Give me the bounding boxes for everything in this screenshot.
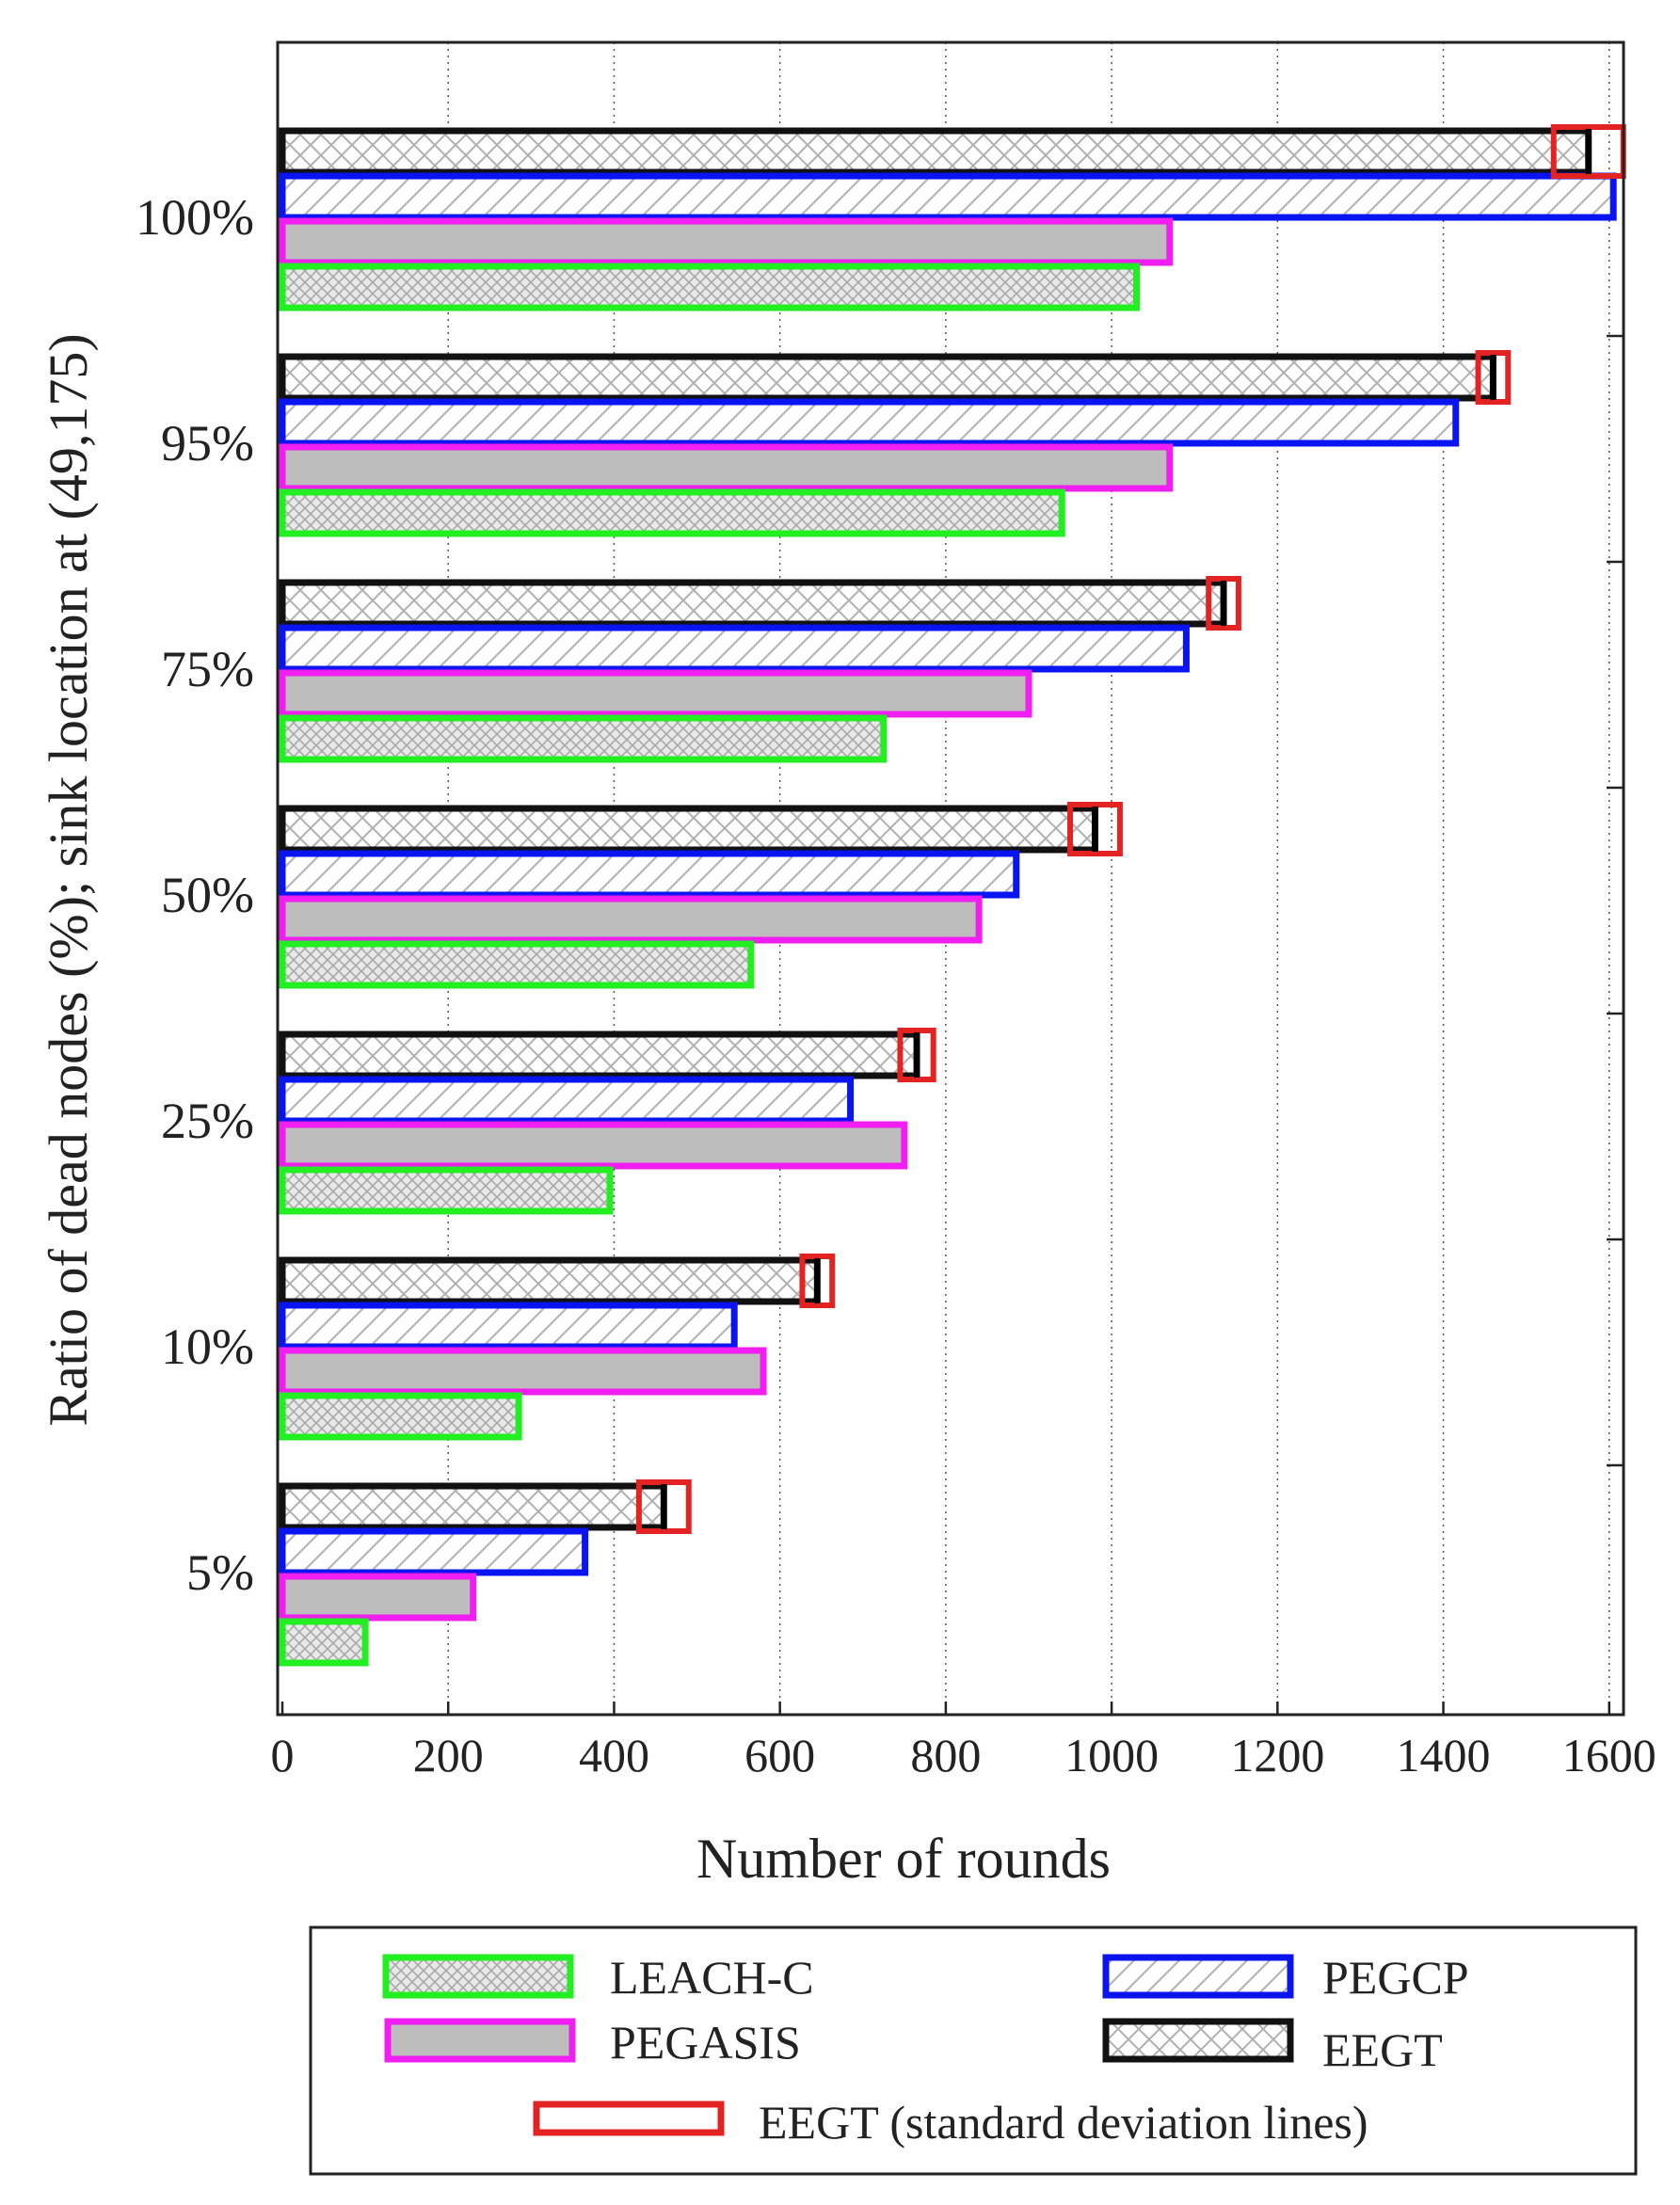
legend-swatch-pegcp <box>1102 1954 1294 1999</box>
x-tick-label: 200 <box>413 1729 484 1782</box>
x-tick-label: 0 <box>271 1729 295 1782</box>
x-tick-label: 800 <box>910 1729 981 1782</box>
bar-pegcp-25pct <box>279 1076 855 1125</box>
x-tick-label: 1200 <box>1230 1729 1324 1782</box>
bar-eegt-75pct <box>279 579 1227 628</box>
bar-pegasis-10pct <box>279 1347 767 1396</box>
bar-pegasis-95pct <box>279 443 1174 492</box>
x-tick-label: 400 <box>579 1729 649 1782</box>
legend-label: PEGASIS <box>610 2016 801 2069</box>
bar-eegt-10pct <box>279 1256 821 1305</box>
legend-swatch-eegt <box>1102 2018 1294 2063</box>
bars <box>279 127 1617 1667</box>
bar-pegasis-100pct <box>279 217 1174 266</box>
y-axis-label: Ratio of dead nodes (%); sink location a… <box>38 333 99 1426</box>
legend-swatch-std-dev <box>533 2101 725 2136</box>
bar-pegasis-50pct <box>279 895 983 944</box>
bar-pegasis-25pct <box>279 1121 908 1170</box>
bar-pegcp-75pct <box>279 624 1190 673</box>
bar-pegcp-100pct <box>279 172 1617 221</box>
bar-eegt-5pct <box>279 1482 667 1531</box>
bar-pegcp-5pct <box>279 1527 589 1576</box>
y-tick-label: 75% <box>161 641 254 697</box>
bar-leach-c-5pct <box>279 1618 369 1667</box>
error-bar-25pct <box>897 1028 936 1082</box>
error-bars <box>635 124 1626 1534</box>
y-tick-label: 50% <box>161 867 254 923</box>
error-bar-50pct <box>1067 802 1123 856</box>
error-bar-75pct <box>1206 576 1241 631</box>
error-bar-5pct <box>635 1479 692 1534</box>
bar-leach-c-25pct <box>279 1166 614 1215</box>
legend-label: EEGT <box>1322 2023 1443 2076</box>
x-tick-label: 600 <box>744 1729 815 1782</box>
y-tick-label: 100% <box>136 189 254 246</box>
bar-eegt-25pct <box>279 1031 920 1079</box>
y-axis: 100% 95% 75% 50% 25% 10% 5% <box>136 189 1624 1601</box>
bar-eegt-50pct <box>279 805 1098 854</box>
bar-eegt-100pct <box>279 127 1592 176</box>
x-axis: 020040060080010001200140016001800 <box>271 1702 1656 1782</box>
y-tick-label: 5% <box>186 1544 254 1601</box>
legend-label: EEGT (standard deviation lines) <box>759 2096 1368 2149</box>
bar-pegcp-10pct <box>279 1302 738 1350</box>
x-tick-label: 1400 <box>1397 1729 1491 1782</box>
y-tick-label: 10% <box>161 1318 254 1375</box>
error-bar-10pct <box>799 1254 836 1308</box>
x-axis-label: Number of rounds <box>696 1828 1111 1890</box>
legend-label: LEACH-C <box>610 1951 814 2004</box>
y-tick-label: 25% <box>161 1093 254 1149</box>
legend-swatch-leach-c <box>382 1954 574 1999</box>
bar-leach-c-100pct <box>279 263 1141 312</box>
bar-pegasis-5pct <box>279 1573 477 1622</box>
bar-leach-c-75pct <box>279 714 888 763</box>
bar-pegasis-75pct <box>279 669 1032 718</box>
bar-leach-c-10pct <box>279 1392 522 1441</box>
bar-pegcp-95pct <box>279 398 1460 447</box>
x-tick-label: 1000 <box>1064 1729 1159 1782</box>
y-tick-label: 95% <box>161 415 254 471</box>
bar-leach-c-95pct <box>279 488 1065 537</box>
x-tick-label: 1600 <box>1562 1729 1656 1782</box>
bar-pegcp-50pct <box>279 850 1020 899</box>
legend: LEACH-C PEGCP PEGASIS EEGT EEGT (standard de… <box>309 1925 1638 2176</box>
plot-area-frame <box>276 40 1625 1717</box>
legend-label: PEGCP <box>1322 1951 1469 2004</box>
bar-eegt-95pct <box>279 353 1496 402</box>
legend-swatch-pegasis <box>384 2018 576 2063</box>
error-bar-95pct <box>1475 350 1512 405</box>
bar-leach-c-50pct <box>279 940 755 989</box>
